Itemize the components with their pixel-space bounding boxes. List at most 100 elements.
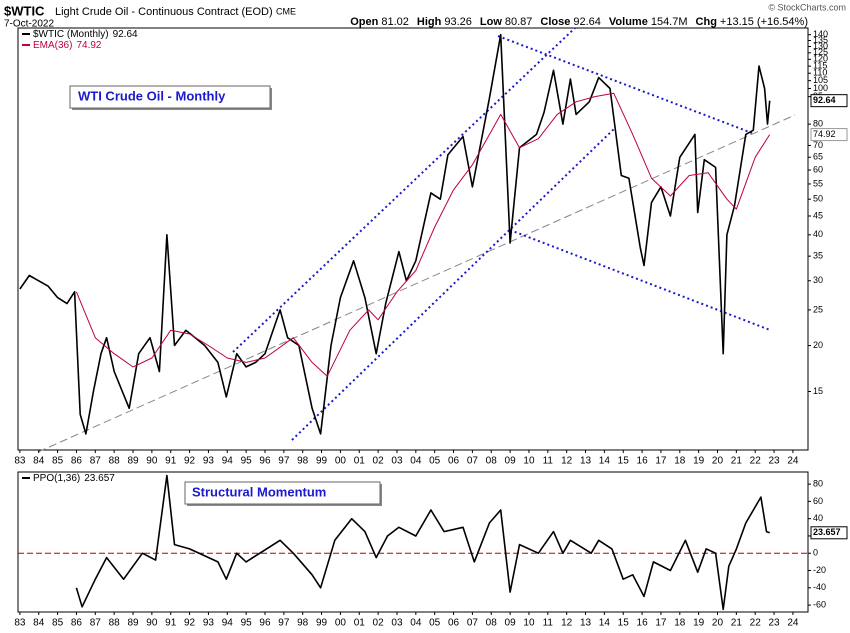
- quote-label: Chg: [696, 16, 717, 28]
- annotation: WTI Crude Oil - Monthly: [78, 88, 226, 103]
- x-tick-label: 01: [354, 618, 366, 629]
- x-tick-label: 13: [580, 618, 592, 629]
- x-tick-label: 95: [241, 456, 253, 467]
- y-tick-label: 70: [813, 140, 823, 150]
- x-tick-label: 24: [787, 456, 799, 467]
- x-tick-label: 21: [731, 618, 743, 629]
- x-tick-label: 14: [599, 618, 611, 629]
- x-tick-label: 17: [655, 618, 667, 629]
- x-tick-label: 84: [33, 618, 45, 629]
- watermark: © StockCharts.com: [768, 2, 846, 12]
- quote-value: 92.64: [573, 16, 601, 28]
- y-tick-label: 80: [813, 478, 823, 488]
- quote-value: +13.15 (+16.54%): [720, 16, 808, 28]
- x-tick-label: 02: [373, 618, 385, 629]
- x-tick-label: 06: [448, 618, 460, 629]
- legend-value: 23.657: [84, 473, 115, 484]
- subtitle: Light Crude Oil - Continuous Contract (E…: [55, 6, 273, 18]
- y-tick-label: 50: [813, 194, 823, 204]
- y-tick-label: 30: [813, 275, 823, 285]
- x-tick-label: 97: [278, 456, 290, 467]
- x-tick-label: 86: [71, 456, 83, 467]
- x-tick-label: 19: [693, 456, 705, 467]
- x-tick-label: 11: [543, 618, 554, 629]
- x-tick-label: 23: [768, 618, 780, 629]
- x-tick-label: 86: [71, 618, 83, 629]
- quote-label: High: [417, 16, 442, 28]
- x-tick-label: 90: [146, 456, 158, 467]
- x-tick-label: 20: [712, 618, 724, 629]
- legend-name: $WTIC (Monthly): [33, 29, 109, 40]
- quote-label: Close: [540, 16, 570, 28]
- y-tick-label: 15: [813, 386, 823, 396]
- x-tick-label: 10: [523, 456, 535, 467]
- x-tick-label: 95: [241, 618, 253, 629]
- trendline: [232, 27, 576, 353]
- x-tick-label: 85: [52, 456, 64, 467]
- trendlines: [37, 27, 796, 453]
- y-tick-label: 25: [813, 304, 823, 314]
- x-tick-label: 05: [429, 618, 441, 629]
- legend-entry: $WTIC (Monthly) 92.64: [33, 29, 138, 40]
- symbol: $WTIC: [4, 3, 45, 18]
- x-tick-label: 07: [467, 456, 479, 467]
- y-tick-label: 40: [813, 229, 823, 239]
- y-tick-label: 45: [813, 210, 823, 220]
- quote: Open 81.02 High 93.26 Low 80.87 Close 92.64 Volu…: [350, 16, 808, 28]
- y-tick-label: 35: [813, 251, 823, 261]
- x-tick-label: 99: [316, 618, 328, 629]
- x-tick-label: 00: [335, 456, 347, 467]
- last-value-box: [810, 94, 848, 108]
- ppo-panel-frame: [17, 471, 809, 613]
- y-tick-label: 60: [813, 496, 823, 506]
- x-tick-label: 18: [674, 456, 686, 467]
- quote-value: 80.87: [505, 16, 533, 28]
- x-tick-label: 94: [222, 456, 234, 467]
- x-tick-label: 84: [33, 456, 45, 467]
- y-tick-label: -20: [813, 565, 826, 575]
- x-tick-label: 16: [637, 618, 649, 629]
- x-tick-label: 22: [750, 456, 762, 467]
- x-tick-label: 14: [599, 456, 611, 467]
- price-panel-frame: [17, 27, 809, 451]
- x-tick-label: 08: [486, 456, 498, 467]
- x-tick-label: 98: [297, 456, 309, 467]
- x-tick-label: 03: [391, 618, 403, 629]
- quote-value: 93.26: [444, 16, 472, 28]
- annotation-box: [184, 481, 381, 505]
- legend-name: EMA(36): [33, 40, 72, 51]
- x-tick-label: 88: [109, 456, 121, 467]
- x-tick-label: 23: [768, 456, 780, 467]
- x-tick-label: 90: [146, 618, 158, 629]
- annotation-box: [69, 85, 271, 109]
- y-tick-label: -40: [813, 582, 826, 592]
- y-tick-label: 60: [813, 164, 823, 174]
- legend-value: 74.92: [76, 40, 101, 51]
- quote-value: 81.02: [381, 16, 409, 28]
- x-tick-label: 85: [52, 618, 64, 629]
- legend-entry: PPO(1,36) 23.657: [33, 473, 115, 484]
- x-tick-label: 08: [486, 618, 498, 629]
- y-tick-label: 115: [813, 61, 827, 71]
- y-tick-label: 140: [813, 29, 828, 39]
- x-tick-label: 09: [505, 618, 517, 629]
- legend-value: 92.64: [113, 29, 138, 40]
- y-tick-label: 55: [813, 178, 823, 188]
- x-tick-label: 21: [731, 456, 743, 467]
- x-tick-label: 03: [391, 456, 403, 467]
- x-tick-label: 10: [523, 618, 535, 629]
- series-line: [75, 474, 770, 611]
- x-tick-label: 93: [203, 618, 215, 629]
- x-tick-label: 87: [90, 618, 102, 629]
- x-tick-label: 87: [90, 456, 102, 467]
- annotation: Structural Momentum: [192, 484, 326, 499]
- last-value-label: 74.92: [813, 129, 836, 139]
- trendline: [509, 229, 771, 331]
- x-tick-label: 91: [165, 618, 177, 629]
- series-line: [75, 92, 771, 377]
- x-tick-label: 05: [429, 456, 441, 467]
- x-tick-label: 98: [297, 618, 309, 629]
- y-tick-label: 0: [813, 548, 818, 558]
- last-value-label: 23.657: [813, 527, 841, 537]
